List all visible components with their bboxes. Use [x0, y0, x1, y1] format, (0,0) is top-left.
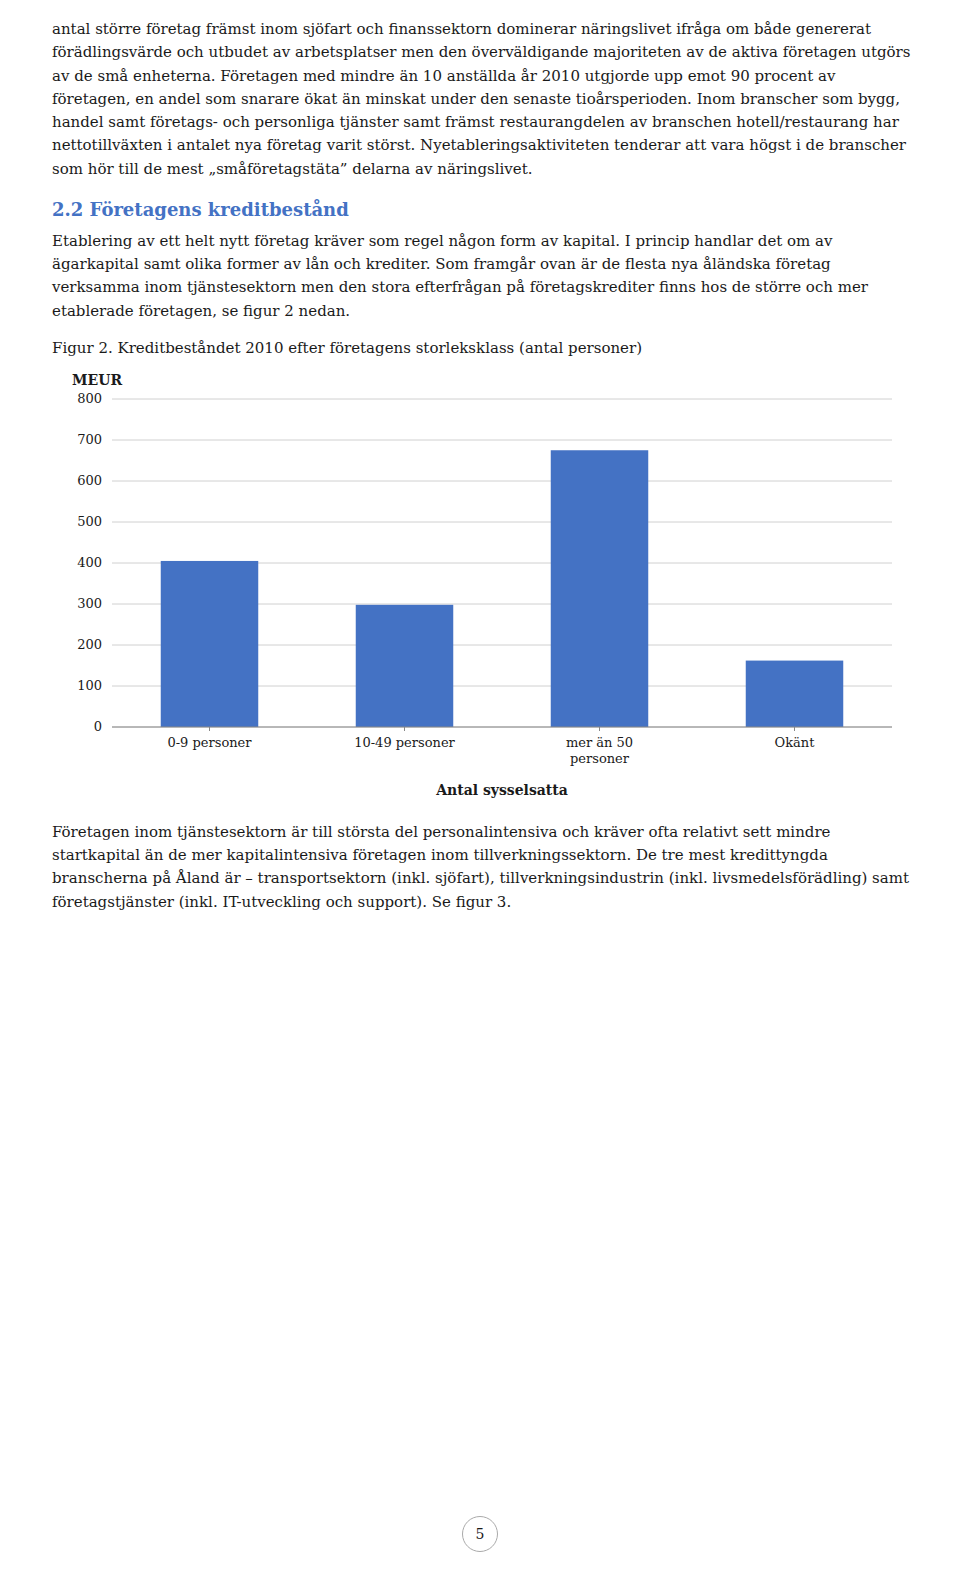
x-tick-label: 0-9 personer [167, 735, 252, 750]
page: antal större företag främst inom sjöfart… [52, 18, 916, 930]
grid-line [112, 480, 892, 481]
x-tick-label: mer än 50personer [566, 735, 633, 766]
x-axis-label: Antal sysselsatta [435, 782, 568, 798]
y-tick-label: 600 [77, 472, 102, 487]
paragraph: Etablering av ett helt nytt företag kräv… [52, 230, 916, 323]
chart: 0 100 200 300 400 500 600 700 800 0-9 personer 10-… [52, 365, 916, 805]
grid-line [112, 439, 892, 440]
x-tick-label-line: personer [570, 751, 630, 766]
page-number: 5 [462, 1516, 498, 1552]
paragraph: antal större företag främst inom sjöfart… [52, 18, 916, 181]
chart-title: Figur 2. Kreditbeståndet 2010 efter före… [52, 339, 916, 357]
x-tick-label-line: 10-49 personer [354, 735, 455, 750]
x-tick-label: 10-49 personer [354, 735, 455, 750]
y-tick-label: 0 [94, 718, 102, 733]
y-tick-label: 500 [77, 513, 102, 528]
x-tick-label-line: mer än 50 [566, 735, 633, 750]
y-axis-label: MEUR [72, 372, 122, 388]
x-tick [209, 727, 210, 731]
x-tick-label-line: Okänt [775, 735, 816, 750]
x-tick [404, 727, 405, 731]
y-tick-label: 200 [77, 636, 102, 651]
y-tick-label: 300 [77, 595, 102, 610]
x-tick [599, 727, 600, 731]
x-axis [112, 726, 892, 727]
x-tick [794, 727, 795, 731]
y-tick-label: 800 [77, 390, 102, 405]
grid-line [112, 521, 892, 522]
x-tick-label-line: 0-9 personer [167, 735, 252, 750]
y-tick-label: 400 [77, 554, 102, 569]
heading: 2.2 Företagens kreditbestånd [52, 197, 916, 222]
grid-line [112, 398, 892, 399]
y-tick-label: 700 [77, 431, 102, 446]
grid [112, 399, 892, 727]
grid-line [112, 726, 892, 727]
bar [161, 561, 259, 727]
x-tick-label: Okänt [775, 735, 816, 750]
bar [356, 605, 454, 727]
y-tick-label: 100 [77, 677, 102, 692]
bar [551, 450, 649, 727]
bars [161, 450, 844, 727]
bar [746, 661, 844, 727]
paragraph: Företagen inom tjänstesektorn är till st… [52, 821, 916, 914]
